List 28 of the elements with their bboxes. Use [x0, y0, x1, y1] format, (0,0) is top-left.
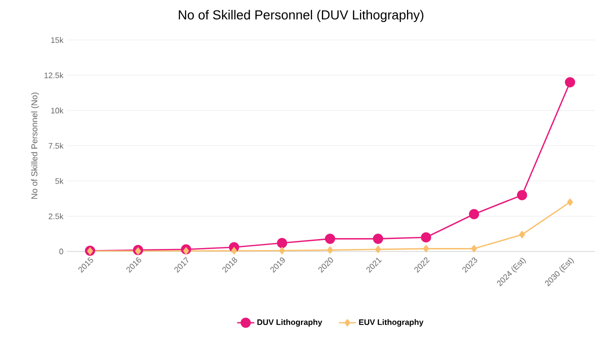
y-tick-label: 15k: [51, 37, 64, 43]
point: [468, 208, 480, 220]
point: [567, 198, 573, 206]
point: [420, 232, 432, 243]
point: [276, 238, 288, 248]
y-axis-title: No of Skilled Personnel (No): [31, 92, 40, 199]
chart-title: No of Skilled Personnel (DUV Lithography): [178, 10, 424, 22]
point: [87, 247, 93, 255]
point: [519, 230, 525, 238]
point: [324, 234, 336, 244]
point: [516, 190, 528, 200]
point: [327, 246, 333, 254]
y-tick-label: 10k: [51, 108, 64, 114]
y-tick-label: 12.5k: [44, 72, 64, 78]
point: [375, 246, 381, 254]
point: [183, 247, 189, 255]
legend-label: EUV Lithography: [359, 319, 424, 327]
point: [564, 77, 576, 88]
y-tick-label: 7.5k: [48, 142, 64, 149]
point: [135, 247, 141, 255]
point: [279, 246, 285, 254]
y-tick-label: 2.5k: [48, 213, 64, 220]
point: [372, 234, 384, 244]
y-tick-label: 0: [59, 248, 64, 254]
point: [471, 245, 477, 252]
legend-label: DUV Lithography: [257, 319, 322, 327]
point: [423, 245, 429, 252]
y-tick-label: 5k: [55, 178, 64, 184]
